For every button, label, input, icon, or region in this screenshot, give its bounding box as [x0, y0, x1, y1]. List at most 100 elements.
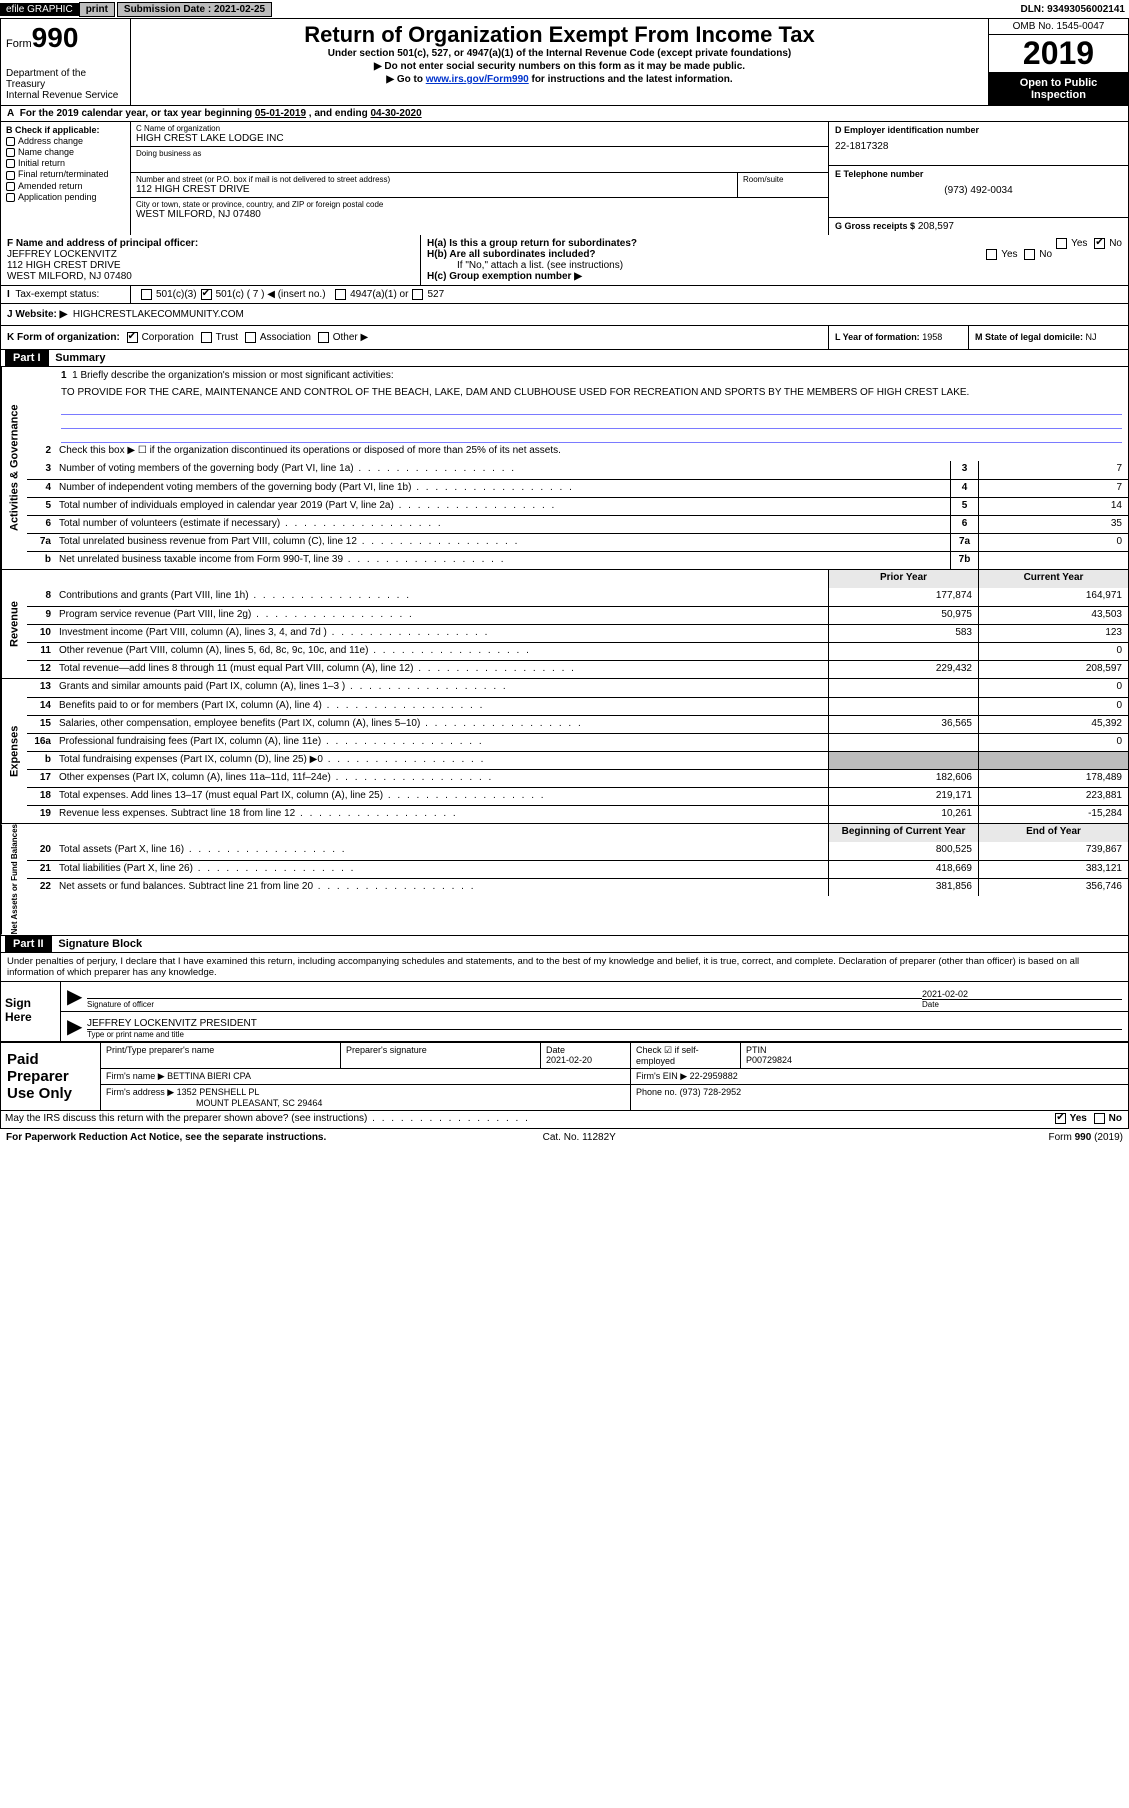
period-text-a: For the 2019 calendar year, or tax year …: [20, 108, 255, 119]
trust-checkbox[interactable]: [201, 332, 212, 343]
mission-line: [61, 401, 1122, 415]
527-checkbox[interactable]: [412, 289, 423, 300]
part1-title: Summary: [51, 350, 109, 366]
data-row: 13Grants and similar amounts paid (Part …: [27, 679, 1128, 697]
q1-label: 1 1 Briefly describe the organization's …: [27, 367, 1128, 384]
part1-header: Part I Summary: [1, 350, 1128, 367]
checkbox-icon[interactable]: [6, 171, 15, 180]
box-f: F Name and address of principal officer:…: [1, 235, 421, 285]
sign-here-block: Sign Here ▶ Signature of officer 2021-02…: [1, 981, 1128, 1042]
expenses-section: Expenses 13Grants and similar amounts pa…: [1, 679, 1128, 824]
checkbox-icon[interactable]: [6, 182, 15, 191]
line-num: 19: [27, 806, 55, 823]
part2-title: Signature Block: [54, 936, 146, 952]
form-word: Form: [6, 38, 32, 50]
sign-here-label: Sign Here: [1, 982, 61, 1041]
prior-value: 182,606: [828, 770, 978, 787]
current-value: 356,746: [978, 879, 1128, 896]
current-value: -15,284: [978, 806, 1128, 823]
submission-label: Submission Date :: [124, 4, 211, 15]
sub3-pre: ▶ Go to: [386, 74, 425, 85]
footer: For Paperwork Reduction Act Notice, see …: [0, 1129, 1129, 1146]
other-checkbox[interactable]: [318, 332, 329, 343]
line-num: 22: [27, 879, 55, 896]
sig-date: 2021-02-02: [922, 989, 1122, 999]
line-num: 3: [27, 461, 55, 479]
phone-label: E Telephone number: [835, 169, 1122, 179]
hb-no-checkbox[interactable]: [1024, 249, 1035, 260]
print-button[interactable]: print: [79, 2, 115, 17]
line-num: 17: [27, 770, 55, 787]
officer-label: F Name and address of principal officer:: [7, 238, 414, 249]
line-num: 20: [27, 842, 55, 860]
part2-badge: Part II: [5, 936, 52, 952]
header-mid: Return of Organization Exempt From Incom…: [131, 19, 988, 105]
hb-yes-checkbox[interactable]: [986, 249, 997, 260]
k-l-m-row: K Form of organization: Corporation Trus…: [1, 326, 1128, 350]
prior-value: 418,669: [828, 861, 978, 878]
line-desc: Number of voting members of the governin…: [55, 461, 950, 479]
gov-row: 3Number of voting members of the governi…: [27, 461, 1128, 479]
ha-yes-checkbox[interactable]: [1056, 238, 1067, 249]
governance-section: Activities & Governance 1 1 Briefly desc…: [1, 367, 1128, 570]
checkbox-icon[interactable]: [6, 137, 15, 146]
line-desc: Total number of individuals employed in …: [55, 498, 950, 515]
line-num: 6: [27, 516, 55, 533]
ptin-label: PTIN: [746, 1045, 767, 1055]
gross-label: G Gross receipts $: [835, 221, 915, 231]
officer-name-title: JEFFREY LOCKENVITZ PRESIDENT: [87, 1018, 1122, 1029]
declaration-text: Under penalties of perjury, I declare th…: [1, 953, 1128, 981]
line-desc: Total expenses. Add lines 13–17 (must eq…: [55, 788, 828, 805]
block-bcde: B Check if applicable: Address changeNam…: [1, 122, 1128, 235]
instructions-link[interactable]: www.irs.gov/Form990: [426, 74, 529, 85]
m-value: NJ: [1086, 332, 1097, 342]
officer-addr2: WEST MILFORD, NJ 07480: [7, 271, 414, 282]
data-row: 22Net assets or fund balances. Subtract …: [27, 878, 1128, 896]
assoc-checkbox[interactable]: [245, 332, 256, 343]
discuss-yes-checkbox[interactable]: [1055, 1113, 1066, 1124]
box-m: M State of legal domicile: NJ: [968, 326, 1128, 349]
phone-value: (973) 492-0034: [835, 185, 1122, 196]
h-b-note: If "No," attach a list. (see instruction…: [427, 260, 1122, 271]
current-value: 43,503: [978, 607, 1128, 624]
net-header-row: Beginning of Current Year End of Year: [27, 824, 1128, 842]
header-right: OMB No. 1545-0047 2019 Open to Public In…: [988, 19, 1128, 105]
discuss-no-checkbox[interactable]: [1094, 1113, 1105, 1124]
part2-header: Part II Signature Block: [1, 936, 1128, 953]
data-row: 18Total expenses. Add lines 13–17 (must …: [27, 787, 1128, 805]
prior-value: [828, 698, 978, 715]
line-box: 3: [950, 461, 978, 479]
prior-value: 800,525: [828, 842, 978, 860]
checkbox-icon[interactable]: [6, 193, 15, 202]
h-b: H(b) Are all subordinates included?: [427, 249, 596, 260]
mission-text: TO PROVIDE FOR THE CARE, MAINTENANCE AND…: [27, 384, 1128, 401]
line-desc: Total number of volunteers (estimate if …: [55, 516, 950, 533]
checkbox-icon[interactable]: [6, 148, 15, 157]
firm-phone: (973) 728-2952: [680, 1087, 742, 1097]
footer-right: Form 990 (2019): [1049, 1132, 1123, 1143]
current-value: 123: [978, 625, 1128, 642]
ha-no-checkbox[interactable]: [1094, 238, 1105, 249]
line-value: 35: [978, 516, 1128, 533]
4947-checkbox[interactable]: [335, 289, 346, 300]
data-row: 8Contributions and grants (Part VIII, li…: [27, 588, 1128, 606]
header-row: Form990 Department of the Treasury Inter…: [1, 19, 1128, 106]
footer-mid: Cat. No. 11282Y: [543, 1132, 616, 1143]
501c-checkbox[interactable]: [201, 289, 212, 300]
period-text-b: , and ending: [306, 108, 370, 119]
checkbox-icon[interactable]: [6, 159, 15, 168]
firm-ein-label: Firm's EIN ▶: [636, 1071, 687, 1081]
website-row: J Website: ▶ HIGHCRESTLAKECOMMUNITY.COM: [1, 304, 1128, 326]
gov-row: bNet unrelated business taxable income f…: [27, 551, 1128, 569]
data-row: 14Benefits paid to or for members (Part …: [27, 697, 1128, 715]
line-num: 14: [27, 698, 55, 715]
side-netassets: Net Assets or Fund Balances: [1, 824, 27, 934]
data-row: 20Total assets (Part X, line 16)800,5257…: [27, 842, 1128, 860]
line-num: 4: [27, 480, 55, 497]
ein-label: D Employer identification number: [835, 125, 1122, 135]
officer-addr1: 112 HIGH CREST DRIVE: [7, 260, 414, 271]
corp-checkbox[interactable]: [127, 332, 138, 343]
box-b-title: B Check if applicable:: [6, 125, 125, 135]
501c3-checkbox[interactable]: [141, 289, 152, 300]
h-a: H(a) Is this a group return for subordin…: [427, 238, 637, 249]
